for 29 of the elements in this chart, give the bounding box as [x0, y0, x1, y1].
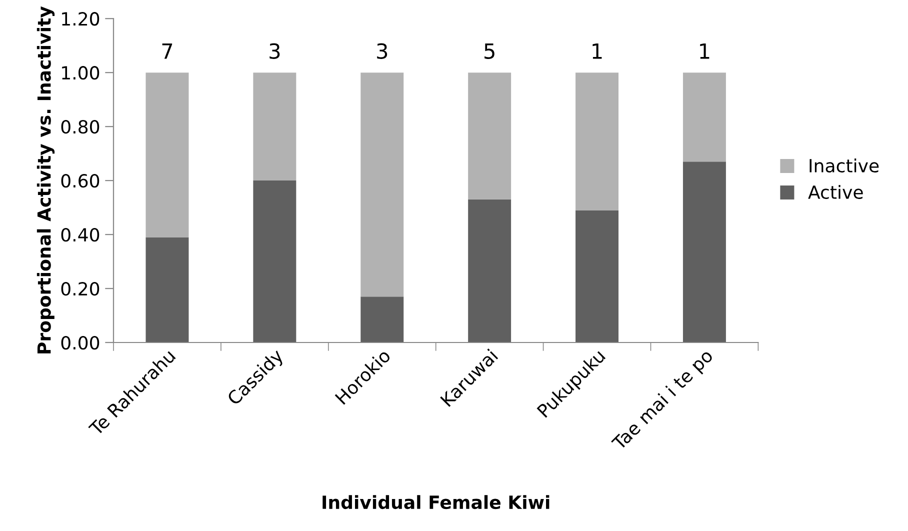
annotation: 3 — [270, 43, 280, 59]
y-tick-label: 0.60 — [61, 174, 100, 188]
bar — [253, 180, 296, 342]
bar — [253, 72, 296, 181]
bar — [682, 72, 726, 162]
annotation: 7 — [162, 44, 172, 59]
y-tick-label: 0.00 — [61, 336, 100, 350]
annotation: 1 — [700, 44, 710, 59]
bar — [576, 72, 618, 210]
bar — [360, 72, 404, 297]
legend-label: Active — [808, 185, 863, 200]
y-tick-label: 0.80 — [61, 120, 100, 134]
legend-label: Inactive — [810, 158, 879, 173]
bar — [146, 72, 189, 238]
y-tick-label: 1.20 — [62, 12, 100, 26]
annotation: 1 — [592, 44, 602, 59]
x-axis-title: Individual Female Kiwi — [322, 495, 550, 510]
annotation: 3 — [377, 43, 388, 59]
annotation: 5 — [484, 44, 494, 59]
y-tick-label: 0.20 — [61, 282, 100, 296]
bar — [468, 199, 512, 342]
bar — [468, 72, 512, 200]
bar — [682, 162, 726, 342]
bar — [360, 296, 404, 342]
y-tick-label: 0.40 — [61, 228, 100, 242]
y-axis-title: Proportional Activity vs. Inactivity — [36, 6, 55, 354]
bar — [576, 210, 618, 342]
bar — [146, 237, 189, 342]
y-tick-label: 1.00 — [62, 66, 100, 80]
